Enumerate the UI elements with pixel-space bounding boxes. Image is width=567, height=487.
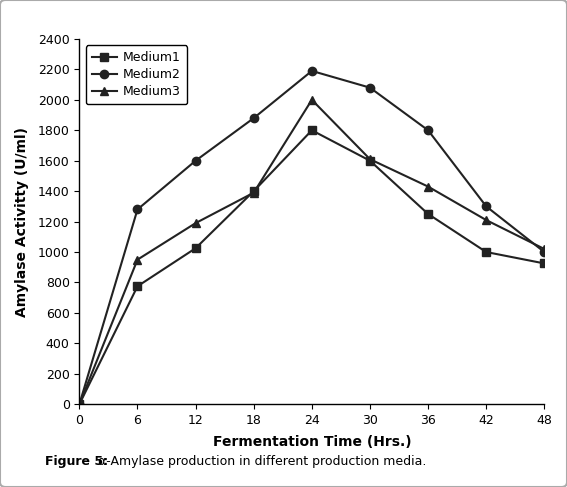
Medium2: [134, 206, 141, 212]
Medium3: [541, 246, 548, 252]
Medium1: [425, 211, 431, 217]
Medium1: [76, 401, 83, 407]
Medium1: [366, 158, 373, 164]
Medium2: [366, 85, 373, 91]
Medium2: [76, 401, 83, 407]
Medium3: [192, 220, 199, 226]
Line: Medium1: Medium1: [75, 126, 548, 409]
Medium3: [366, 156, 373, 162]
Medium2: [425, 127, 431, 133]
Medium3: [250, 190, 257, 196]
Line: Medium3: Medium3: [75, 95, 548, 409]
Medium3: [76, 401, 83, 407]
Text: Figure 5:: Figure 5:: [45, 454, 108, 468]
Medium1: [483, 249, 489, 255]
Medium1: [192, 245, 199, 251]
Medium2: [250, 115, 257, 121]
Medium3: [425, 184, 431, 189]
X-axis label: Fermentation Time (Hrs.): Fermentation Time (Hrs.): [213, 435, 411, 450]
Medium1: [134, 283, 141, 289]
Medium3: [308, 97, 315, 103]
Medium1: [541, 261, 548, 266]
Medium2: [541, 249, 548, 255]
Medium1: [308, 127, 315, 133]
Medium2: [483, 204, 489, 209]
Medium3: [134, 257, 141, 262]
Medium2: [308, 68, 315, 74]
Text: α-Amylase production in different production media.: α-Amylase production in different produc…: [94, 454, 426, 468]
Legend: Medium1, Medium2, Medium3: Medium1, Medium2, Medium3: [86, 45, 187, 104]
Y-axis label: Amylase Activitty (U/ml): Amylase Activitty (U/ml): [15, 127, 29, 317]
Medium1: [250, 188, 257, 194]
Line: Medium2: Medium2: [75, 67, 548, 409]
Medium3: [483, 217, 489, 223]
Medium2: [192, 158, 199, 164]
